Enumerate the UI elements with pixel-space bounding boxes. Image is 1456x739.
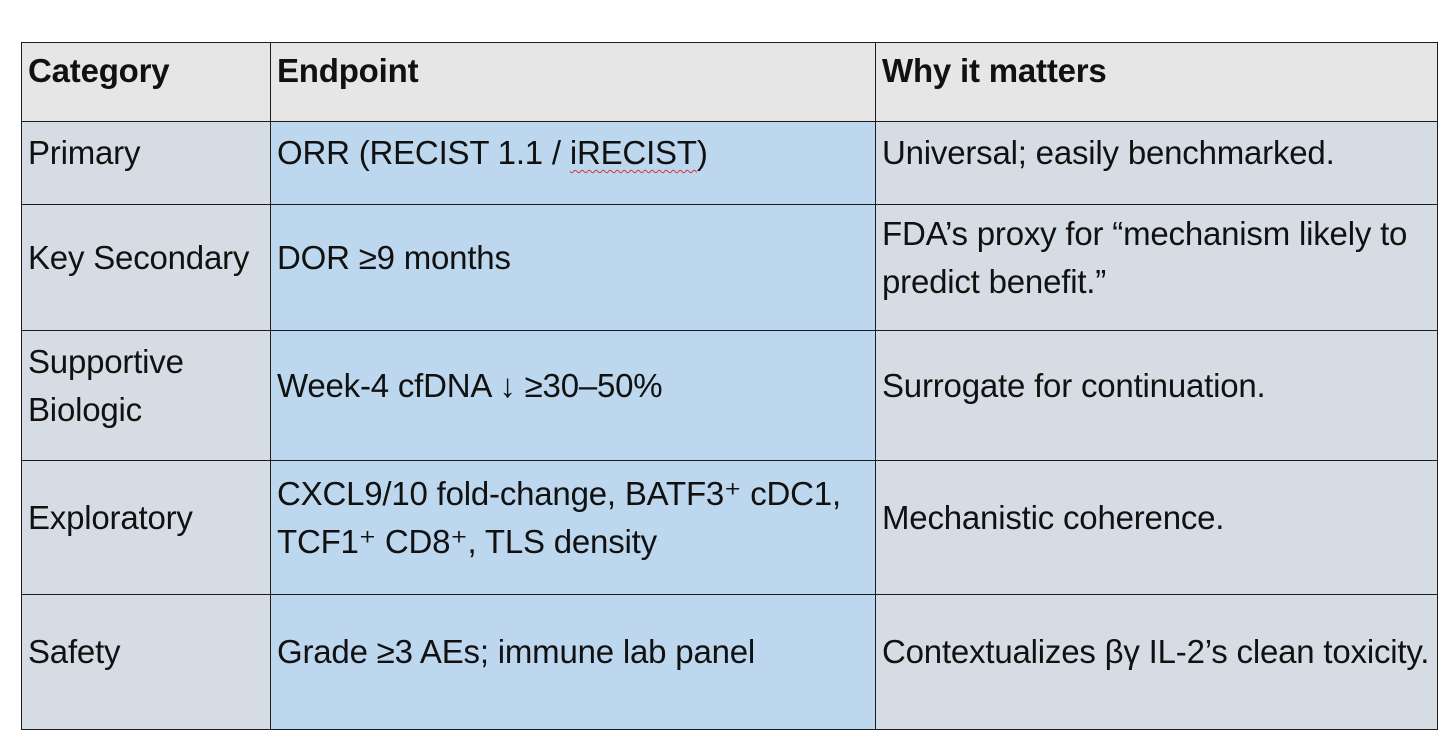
- category-cell: Primary: [21, 121, 271, 205]
- category-cell: Supportive Biologic: [21, 330, 271, 461]
- table-row-supportive-biologic: Supportive Biologic Week-4 cfDNA ↓ ≥30–5…: [21, 330, 1438, 461]
- spellcheck-underlined-word: iRECIST: [569, 134, 697, 171]
- why-cell: Universal; easily benchmarked.: [875, 121, 1438, 205]
- table-row-safety: Safety Grade ≥3 AEs; immune lab panel Co…: [21, 594, 1438, 730]
- category-cell: Key Secondary: [21, 204, 271, 331]
- why-cell: Contextualizes βγ IL-2’s clean toxicity.: [875, 594, 1438, 730]
- endpoints-table-container: Category Endpoint Why it matters Primary…: [21, 42, 1438, 730]
- endpoint-cell: Grade ≥3 AEs; immune lab panel: [270, 594, 876, 730]
- header-row: Category Endpoint Why it matters: [21, 42, 1438, 122]
- endpoint-cell: DOR ≥9 months: [270, 204, 876, 331]
- why-cell: Surrogate for continuation.: [875, 330, 1438, 461]
- table-row-exploratory: Exploratory CXCL9/10 fold-change, BATF3⁺…: [21, 460, 1438, 595]
- endpoint-cell: ORR (RECIST 1.1 / iRECIST): [270, 121, 876, 205]
- endpoint-text: ORR (RECIST 1.1 /: [277, 134, 570, 171]
- table-row-key-secondary: Key Secondary DOR ≥9 months FDA’s proxy …: [21, 204, 1438, 331]
- why-cell: Mechanistic coherence.: [875, 460, 1438, 595]
- endpoints-table: Category Endpoint Why it matters Primary…: [21, 42, 1438, 730]
- endpoint-cell: Week-4 cfDNA ↓ ≥30–50%: [270, 330, 876, 461]
- why-cell: FDA’s proxy for “mechanism likely to pre…: [875, 204, 1438, 331]
- category-cell: Exploratory: [21, 460, 271, 595]
- column-header-why-it-matters: Why it matters: [875, 42, 1438, 122]
- table-row-primary: Primary ORR (RECIST 1.1 / iRECIST) Unive…: [21, 121, 1438, 205]
- category-cell: Safety: [21, 594, 271, 730]
- column-header-category: Category: [21, 42, 271, 122]
- column-header-endpoint: Endpoint: [270, 42, 876, 122]
- endpoint-text: ): [696, 134, 708, 171]
- endpoint-cell: CXCL9/10 fold-change, BATF3⁺ cDC1, TCF1⁺…: [270, 460, 876, 595]
